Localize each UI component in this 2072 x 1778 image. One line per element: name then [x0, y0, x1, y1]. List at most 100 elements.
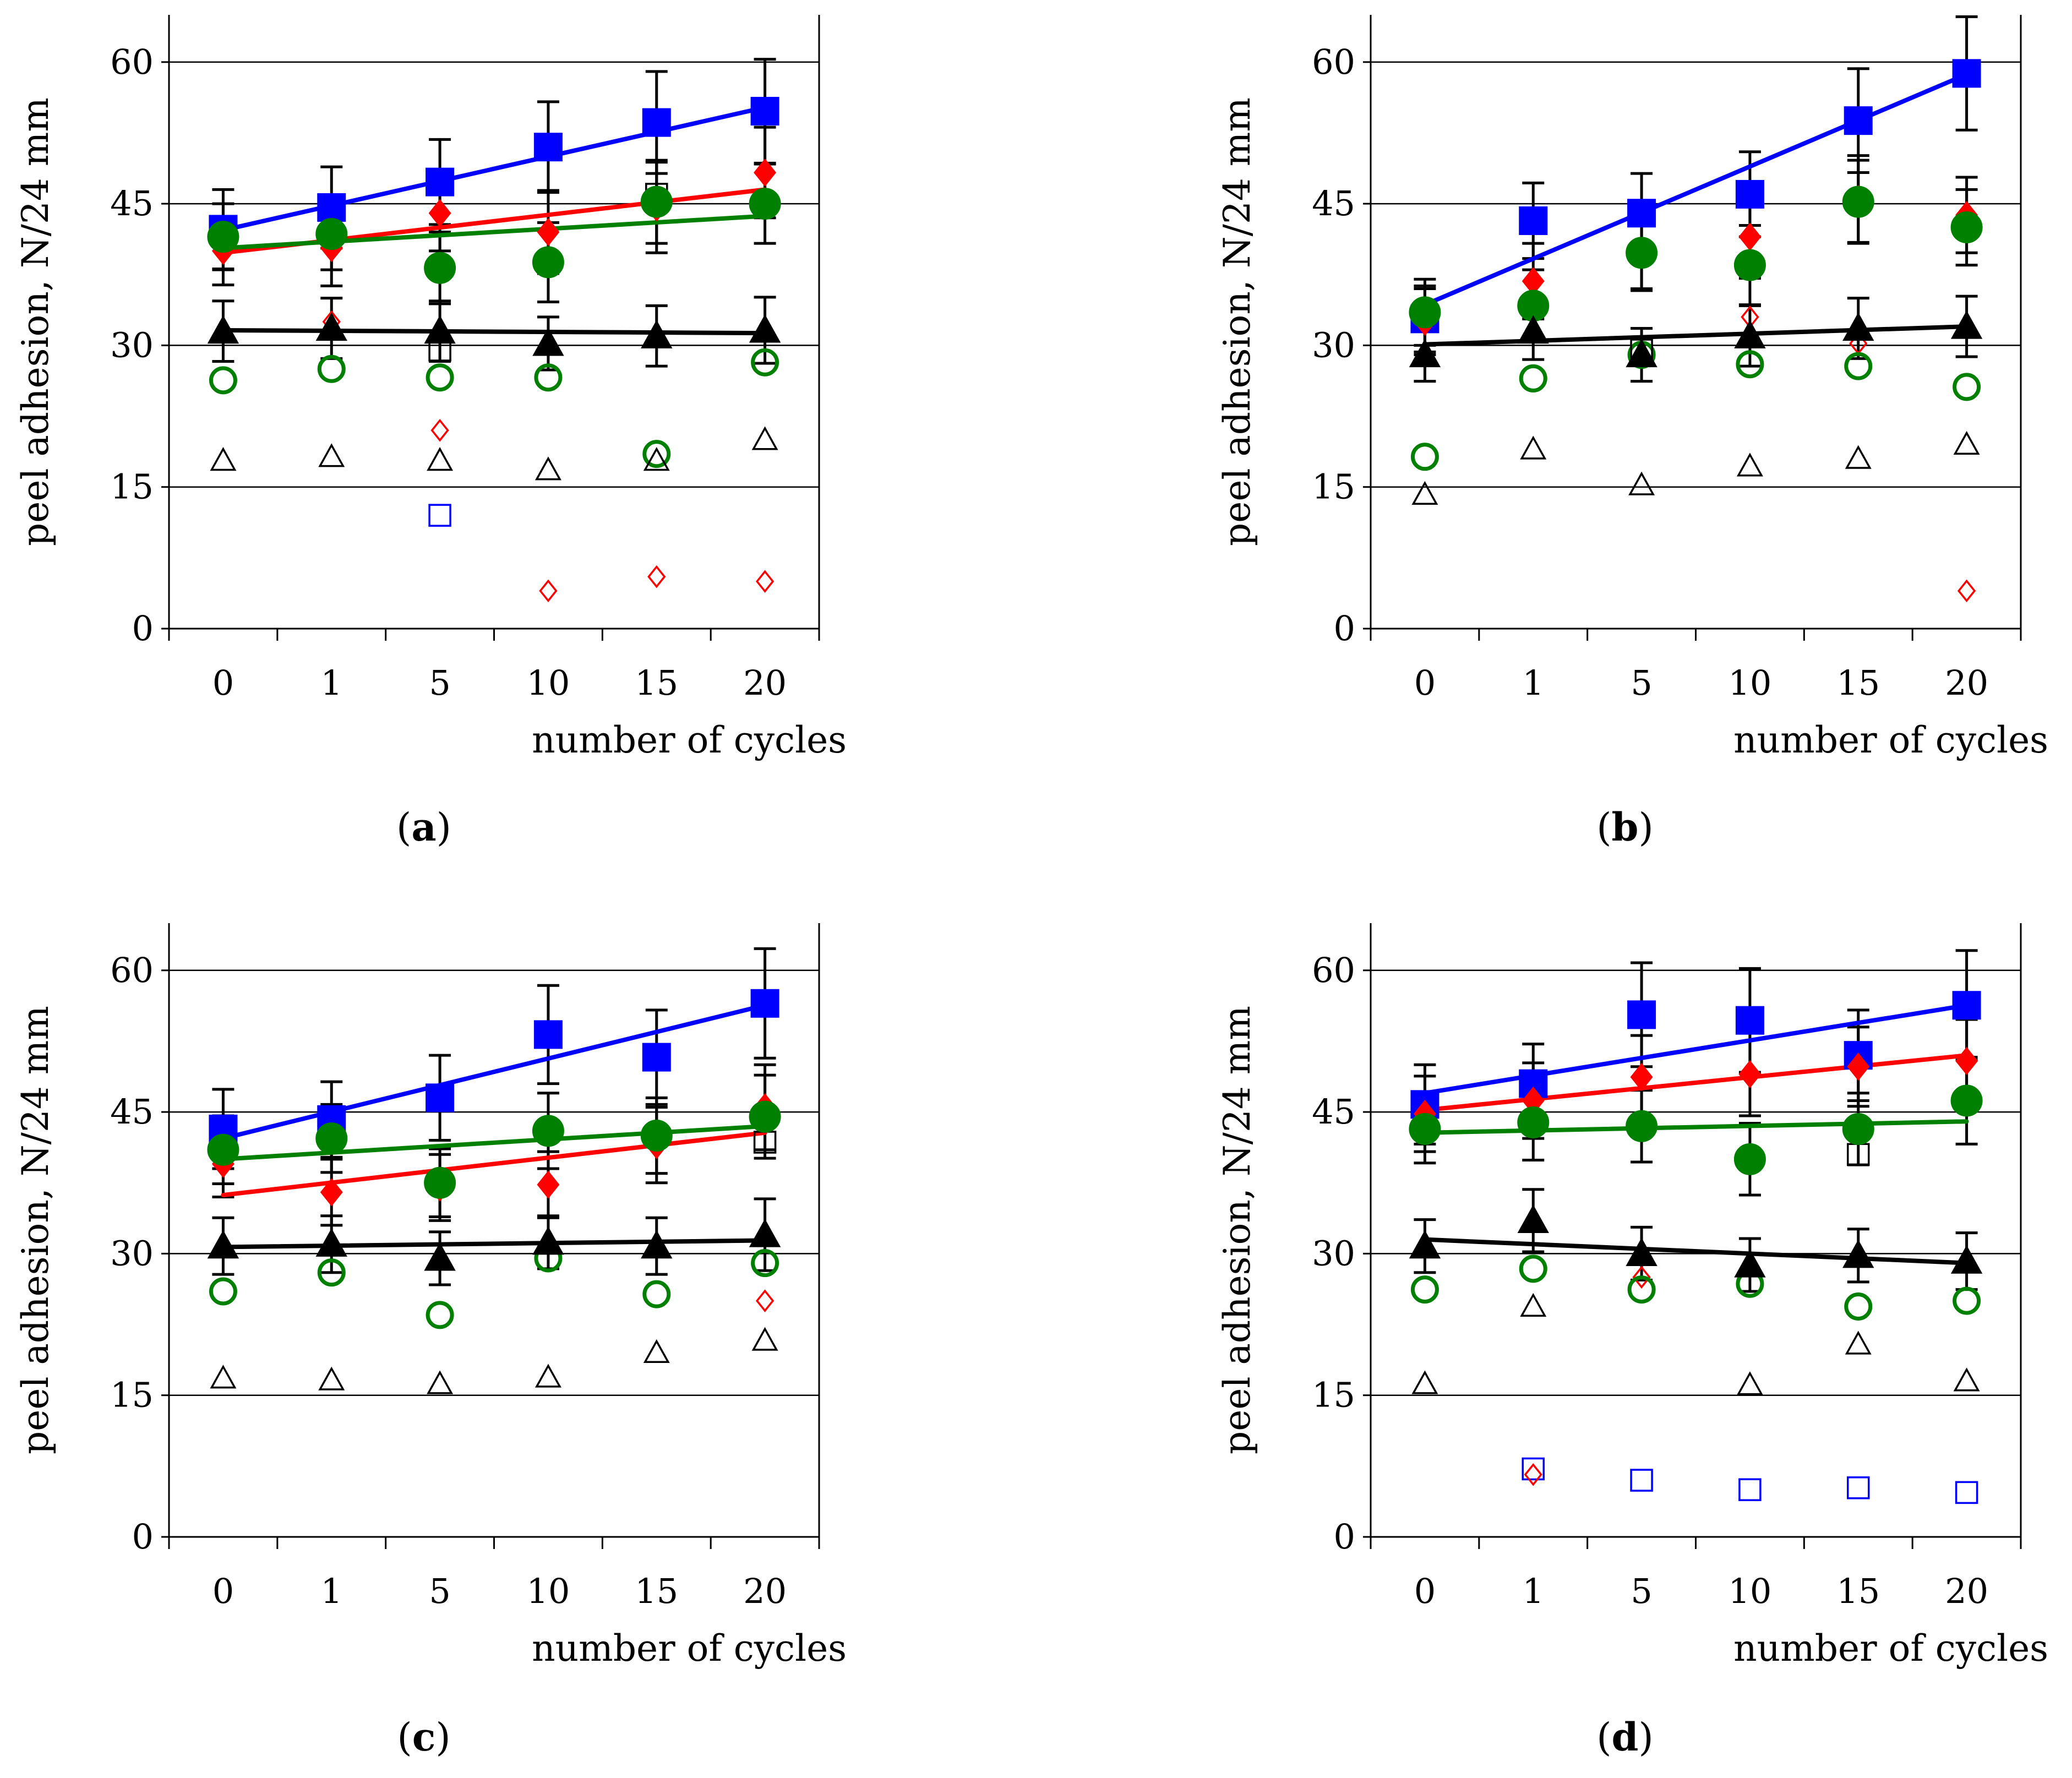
x-tick-label: 15	[1836, 1571, 1880, 1611]
point-black-open-triangle-20	[1953, 430, 1980, 455]
trend-line-red-filled-diamond	[1422, 1053, 1969, 1112]
point-black-open-triangle-1	[318, 443, 345, 467]
point-black-open-triangle-15	[1845, 445, 1872, 469]
markers-green-filled-circle	[207, 186, 781, 284]
point-blue-filled-square-20	[1952, 991, 1981, 1020]
y-tick-label: 0	[1334, 1517, 1355, 1557]
point-black-open-triangle-5	[427, 447, 454, 471]
point-blue-open-square-5	[428, 504, 451, 527]
point-blue-filled-square-5	[426, 1083, 455, 1112]
point-blue-filled-square-10	[1735, 179, 1764, 209]
point-black-filled-triangle-20	[749, 1219, 781, 1247]
point-black-open-triangle-10	[1736, 452, 1763, 477]
x-tick-label: 5	[429, 663, 450, 703]
point-red-open-diamond-15	[647, 565, 666, 588]
point-black-open-triangle-10	[535, 1364, 561, 1388]
series-black-filled-triangle	[212, 1197, 776, 1286]
panel-label-open: (	[397, 1715, 412, 1760]
trend-line-blue-filled-square	[221, 105, 767, 233]
x-tick-label: 20	[743, 1571, 787, 1611]
point-black-filled-triangle-15	[1842, 312, 1874, 341]
x-tick-label: 0	[1414, 1571, 1436, 1611]
point-black-filled-triangle-15	[641, 320, 673, 348]
y-tick-label: 15	[110, 467, 154, 507]
trend-line-black-filled-triangle	[221, 328, 767, 336]
point-blue-filled-square-20	[750, 96, 779, 126]
point-blue-filled-square-10	[533, 1020, 563, 1049]
y-axis-label: peel adhesion, N/24 mm	[14, 1006, 57, 1454]
panel-label-open: (	[396, 805, 411, 850]
point-blue-filled-square-15	[642, 108, 671, 137]
point-red-filled-diamond-10	[537, 1170, 560, 1199]
x-tick-label: 1	[1523, 1571, 1544, 1611]
point-green-filled-circle-15	[1842, 1112, 1874, 1145]
x-axis-label: number of cycles	[1733, 719, 2048, 761]
x-tick-label: 5	[429, 1571, 450, 1611]
point-black-filled-triangle-15	[1842, 1239, 1874, 1268]
y-tick-label: 45	[1312, 1092, 1355, 1132]
point-green-open-circle-15	[642, 1280, 671, 1308]
point-black-open-triangle-1	[1520, 435, 1547, 460]
x-tick-label: 10	[1728, 1571, 1771, 1611]
point-red-open-diamond-10	[539, 579, 558, 603]
point-blue-filled-square-1	[317, 193, 346, 222]
point-red-filled-diamond-5	[1630, 1063, 1653, 1092]
point-red-open-diamond-20	[1957, 579, 1976, 603]
point-green-filled-circle-15	[1842, 186, 1874, 218]
x-axis-label: number of cycles	[532, 1627, 847, 1670]
point-red-open-diamond-20	[755, 570, 775, 593]
point-green-filled-circle-5	[1626, 1110, 1658, 1142]
x-tick-label: 10	[526, 1571, 570, 1611]
markers-blue-filled-square	[1410, 991, 1981, 1119]
y-tick-label: 0	[132, 608, 154, 648]
series-blue-filled-square	[212, 58, 776, 270]
y-axis-label: peel adhesion, N/24 mm	[14, 97, 57, 546]
markers-black-filled-triangle	[207, 1219, 781, 1271]
panel-label-close: )	[437, 805, 451, 850]
point-black-open-triangle-20	[751, 426, 778, 450]
point-green-open-circle-20	[1953, 373, 1981, 401]
point-green-filled-circle-20	[1950, 1084, 1983, 1117]
point-green-filled-circle-0	[1409, 1112, 1441, 1145]
series-red-open-diamond	[1524, 1266, 1651, 1486]
x-tick-label: 1	[321, 1571, 342, 1611]
point-red-filled-diamond-20	[1955, 1046, 1978, 1076]
point-green-open-circle-15	[1844, 352, 1873, 380]
point-red-filled-diamond-5	[428, 199, 451, 227]
point-red-filled-diamond-1	[320, 1178, 343, 1207]
y-axis-label: peel adhesion, N/24 mm	[1216, 1006, 1258, 1454]
point-black-filled-triangle-20	[1950, 1245, 1983, 1274]
point-blue-open-square-5	[1630, 1469, 1653, 1492]
point-black-open-triangle-0	[210, 1365, 237, 1389]
point-blue-filled-square-20	[750, 989, 779, 1018]
series-black-filled-triangle	[1414, 294, 1978, 383]
point-green-filled-circle-1	[1517, 1106, 1550, 1138]
x-tick-label: 0	[212, 663, 234, 703]
panel-label-close: )	[1638, 1715, 1653, 1760]
y-tick-label: 0	[132, 1517, 154, 1557]
trend-line-black-filled-triangle	[1422, 324, 1969, 347]
point-black-open-triangle-0	[1411, 1370, 1438, 1394]
point-black-filled-triangle-10	[532, 1226, 564, 1255]
y-tick-label: 60	[110, 950, 154, 990]
series-green-open-circle	[209, 1244, 779, 1329]
point-red-filled-diamond-15	[1847, 1052, 1870, 1081]
point-green-open-circle-10	[534, 363, 563, 392]
point-green-open-circle-1	[317, 1258, 346, 1287]
trend-line-blue-filled-square	[221, 1003, 767, 1141]
point-black-filled-triangle-5	[1626, 1237, 1657, 1266]
point-black-filled-triangle-1	[1517, 1204, 1549, 1233]
point-red-open-diamond-5	[1632, 1266, 1651, 1289]
y-tick-label: 30	[110, 1233, 154, 1273]
point-black-open-triangle-20	[751, 1327, 778, 1351]
series-red-filled-diamond	[212, 126, 776, 287]
point-black-open-triangle-5	[1628, 471, 1655, 495]
point-green-open-circle-5	[426, 363, 454, 392]
point-green-filled-circle-20	[749, 188, 781, 220]
point-green-open-circle-0	[1410, 1275, 1439, 1304]
panel-label-open: (	[1596, 1715, 1611, 1760]
point-green-filled-circle-20	[749, 1100, 781, 1133]
markers-black-filled-triangle	[1409, 1204, 1983, 1278]
